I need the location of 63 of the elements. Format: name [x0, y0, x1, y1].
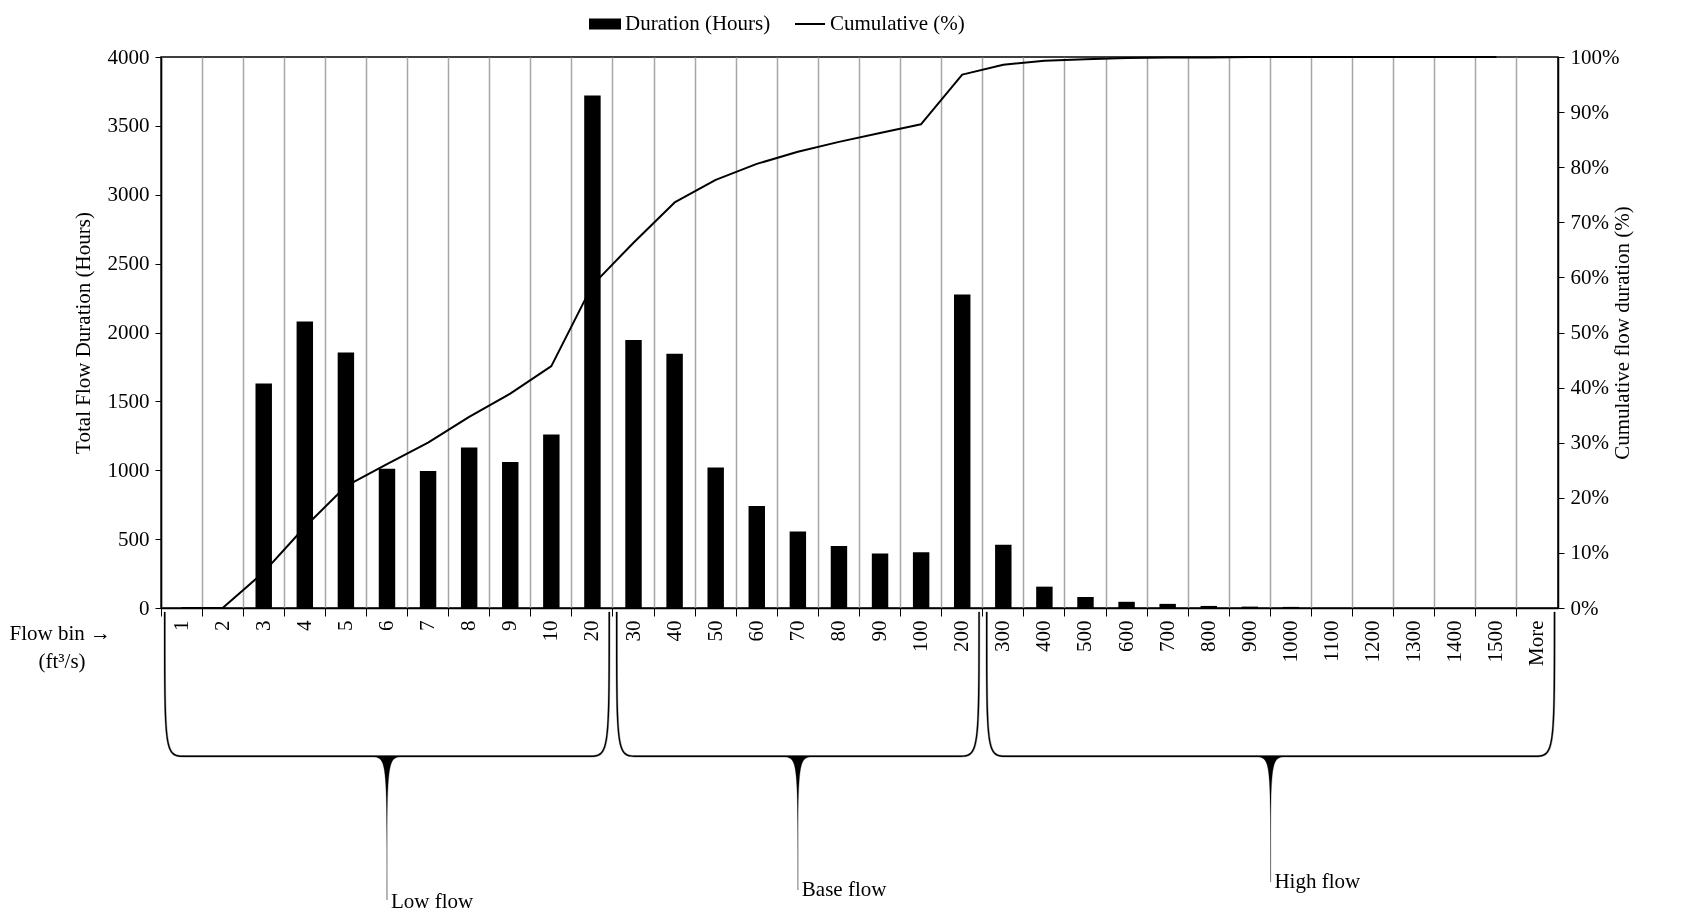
x-tick-label: 400: [1031, 620, 1056, 652]
y-tick-label: 500: [118, 526, 150, 551]
y-tick-label: 1500: [107, 388, 150, 413]
y2-axis-title: Cumulative flow duration (%): [1610, 206, 1635, 460]
x-tick-label: 1200: [1360, 620, 1385, 663]
y2-tick-label: 100%: [1570, 44, 1620, 69]
x-tick-label: 10: [538, 620, 563, 642]
x-tick-label: 200: [949, 620, 974, 652]
x-tick-label: 800: [1195, 620, 1220, 652]
x-tick-label: 8: [456, 620, 481, 631]
y2-tick-label: 10%: [1570, 540, 1609, 565]
text: Base flow: [801, 877, 888, 901]
x-tick-label: More: [1524, 620, 1549, 666]
text: (ft³/s): [38, 649, 86, 673]
x-tick-label: 2: [209, 620, 234, 631]
x-tick-label: 90: [867, 620, 892, 642]
x-tick-label: 50: [702, 620, 727, 642]
y2-tick-label: 30%: [1570, 430, 1609, 455]
y2-tick-label: 0%: [1570, 595, 1599, 620]
x-tick-label: 1500: [1483, 620, 1508, 663]
x-tick-label: 1000: [1277, 620, 1302, 663]
y-tick-label: 3000: [107, 182, 150, 207]
y-tick-label: 2000: [107, 320, 150, 344]
x-tick-label: 5: [332, 620, 357, 631]
x-tick-label: 7: [415, 620, 440, 631]
x-tick-label: 500: [1072, 620, 1097, 652]
y2-tick-label: 90%: [1570, 99, 1609, 124]
x-tick-label: 600: [1113, 620, 1138, 652]
x-tick-label: 30: [620, 620, 645, 642]
x-tick-label: 1300: [1401, 620, 1426, 663]
y-tick-label: 3500: [107, 113, 150, 138]
y2-tick-label: 80%: [1570, 154, 1609, 179]
y-axis-title: Total Flow Duration (Hours): [70, 212, 95, 454]
x-tick-label: 40: [661, 620, 686, 642]
text: High flow: [1274, 869, 1361, 893]
x-tick-label: 100: [908, 620, 933, 652]
x-tick-label: 60: [743, 620, 768, 642]
y-tick-label: 1000: [107, 457, 150, 482]
x-tick-label: 300: [990, 620, 1015, 652]
x-tick-label: 6: [373, 620, 398, 631]
y-tick-label: 4000: [107, 44, 150, 69]
y-tick-label: 0: [139, 595, 150, 620]
y-tick-label: 2500: [107, 251, 150, 276]
x-tick-label: 1100: [1319, 620, 1344, 662]
x-tick-label: 1400: [1442, 620, 1467, 663]
x-tick-label: 700: [1154, 620, 1179, 652]
x-tick-label: 3: [250, 620, 275, 631]
y2-tick-label: 70%: [1570, 209, 1609, 234]
x-tick-label: 70: [784, 620, 809, 642]
x-tick-label: 4: [291, 620, 316, 631]
x-tick-label: 1: [168, 620, 193, 631]
y2-tick-label: 40%: [1570, 375, 1609, 400]
x-tick-label: 20: [579, 620, 604, 642]
x-tick-label: 900: [1236, 620, 1261, 652]
y2-tick-label: 60%: [1570, 264, 1609, 289]
x-tick-label: 80: [825, 620, 850, 642]
text: Flow bin →: [9, 621, 111, 645]
x-tick-label: 9: [497, 620, 522, 631]
legend-label: Cumulative (%): [830, 11, 965, 35]
y2-tick-label: 50%: [1570, 320, 1609, 344]
text: Low flow: [390, 889, 475, 913]
y2-tick-label: 20%: [1570, 485, 1609, 510]
legend-label: Duration (Hours): [625, 11, 771, 35]
